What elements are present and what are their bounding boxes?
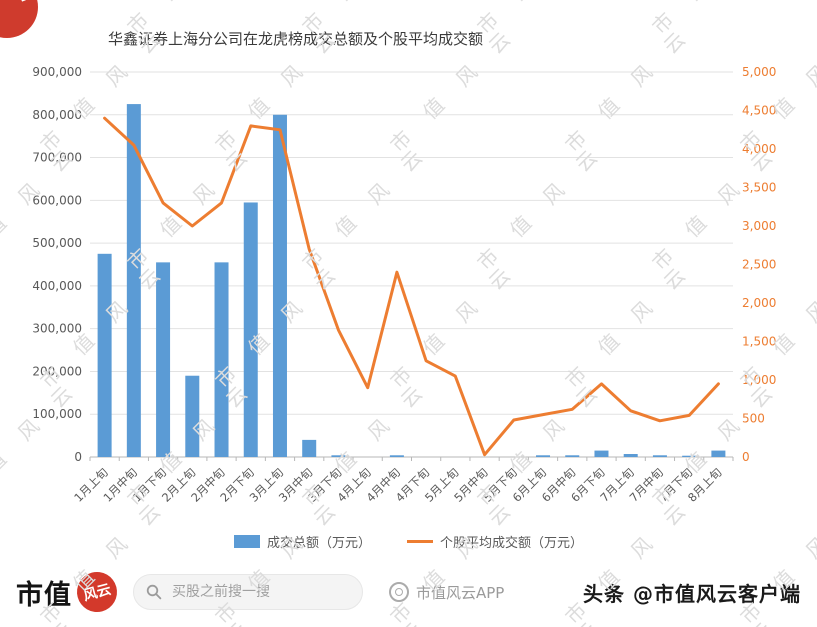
search-box[interactable] xyxy=(133,574,363,610)
combo-chart: 0 100,000 200,000 300,000 400,000 500,000 600,… xyxy=(32,65,776,505)
svg-text:1,000: 1,000 xyxy=(742,373,776,387)
svg-text:5,000: 5,000 xyxy=(742,65,776,79)
svg-text:0: 0 xyxy=(74,450,82,464)
svg-text:700,000: 700,000 xyxy=(32,151,82,165)
svg-text:600,000: 600,000 xyxy=(32,193,82,207)
svg-text:2,500: 2,500 xyxy=(742,258,776,272)
svg-text:500,000: 500,000 xyxy=(32,236,82,250)
svg-text:4,500: 4,500 xyxy=(742,104,776,118)
svg-text:1,500: 1,500 xyxy=(742,335,776,349)
svg-text:3,000: 3,000 xyxy=(742,219,776,233)
chart-title: 华鑫证券上海分公司在龙虎榜成交总额及个股平均成交额 xyxy=(108,30,484,48)
brand-logo: 市值 风云 xyxy=(16,567,122,617)
search-input[interactable] xyxy=(170,583,344,601)
brand-seal-icon: 风云 xyxy=(72,567,122,617)
line-series-label: 个股平均成交额（万元） xyxy=(440,536,584,551)
brand-text: 市值 xyxy=(16,579,72,611)
svg-text:800,000: 800,000 xyxy=(32,108,82,122)
svg-text:300,000: 300,000 xyxy=(32,322,82,336)
legend-item-line: 个股平均成交额（万元） xyxy=(407,532,583,551)
svg-text:500: 500 xyxy=(742,412,765,426)
svg-text:3,500: 3,500 xyxy=(742,181,776,195)
app-branding: 市值风云APP xyxy=(389,582,504,603)
app-name-label: 市值风云APP xyxy=(416,583,505,602)
svg-text:900,000: 900,000 xyxy=(32,65,82,79)
svg-text:400,000: 400,000 xyxy=(32,279,82,293)
svg-text:0: 0 xyxy=(742,450,750,464)
footer-bar: 市值 风云 市值风云APP 头条 @市值风云客户端 xyxy=(0,557,817,627)
svg-text:100,000: 100,000 xyxy=(32,407,82,421)
svg-text:4,000: 4,000 xyxy=(742,142,776,156)
search-icon xyxy=(146,584,162,600)
chart-legend: 成交总额（万元） 个股平均成交额（万元） xyxy=(0,532,817,551)
app-logo-icon xyxy=(389,582,409,602)
legend-item-bar: 成交总额（万元） xyxy=(233,532,371,551)
bar-series-swatch-icon xyxy=(233,535,260,548)
bar-series-label: 成交总额（万元） xyxy=(266,536,371,551)
headline-attribution: 头条 @市值风云客户端 xyxy=(583,581,801,606)
line-series-swatch-icon xyxy=(407,540,433,543)
svg-text:200,000: 200,000 xyxy=(32,364,82,378)
svg-text:2,000: 2,000 xyxy=(742,296,776,310)
chart-area: 华鑫证券上海分公司在龙虎榜成交总额及个股平均成交额 0 100,000 200,00… xyxy=(0,30,817,551)
